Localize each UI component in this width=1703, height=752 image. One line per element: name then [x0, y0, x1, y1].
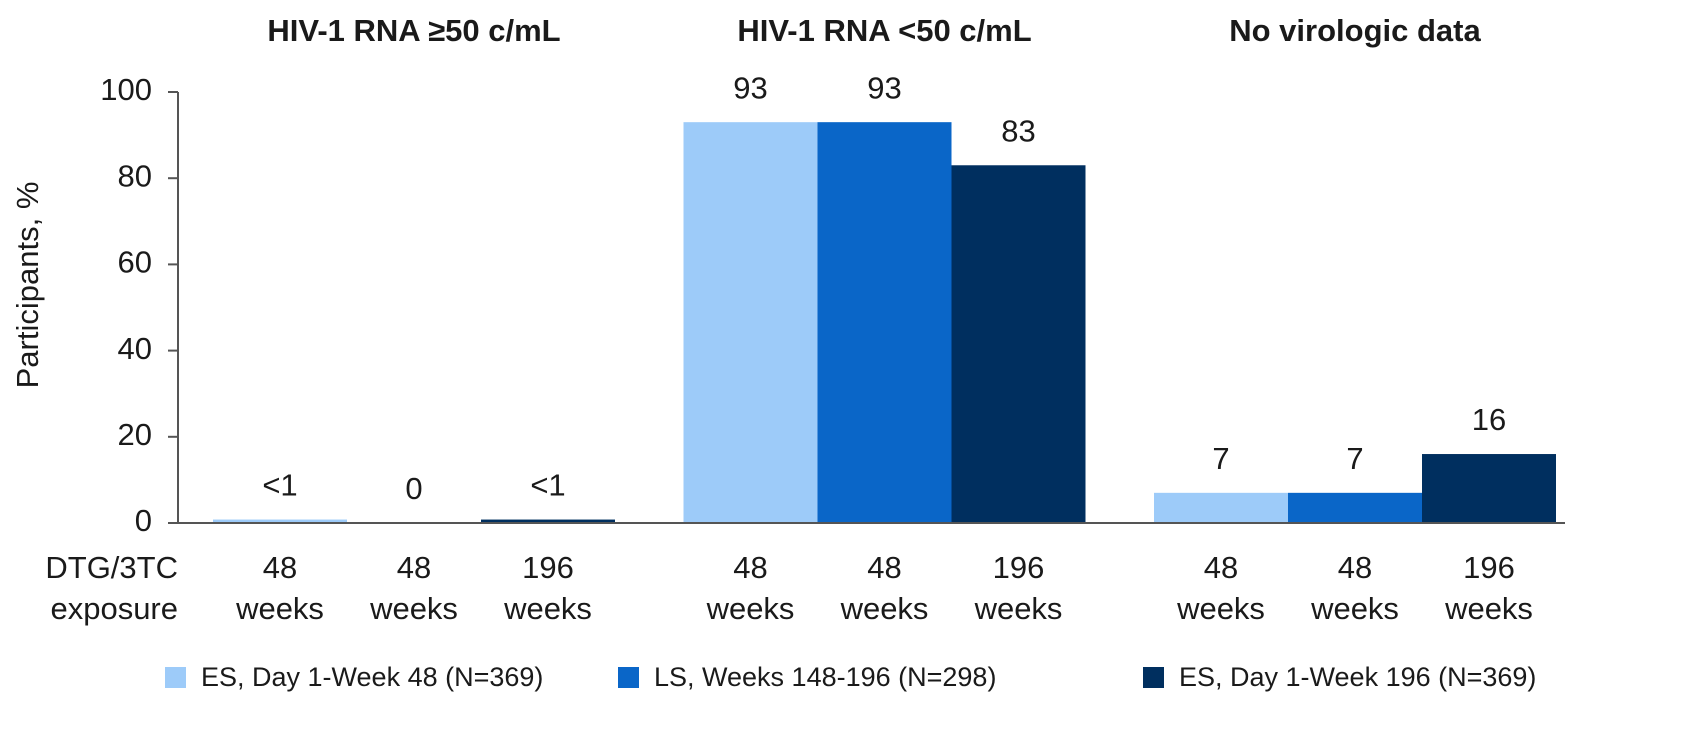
y-axis-label: Participants, % — [10, 182, 45, 389]
x-tick-label: weeks — [235, 591, 324, 626]
x-tick-label: weeks — [503, 591, 592, 626]
legend-label: ES, Day 1-Week 196 (N=369) — [1179, 662, 1536, 692]
y-tick-label: 0 — [135, 503, 152, 538]
y-tick-label: 100 — [100, 72, 152, 107]
value-label: 7 — [1346, 441, 1363, 476]
x-tick-label: weeks — [974, 591, 1063, 626]
value-label: <1 — [530, 468, 565, 503]
y-tick-label: 60 — [118, 245, 152, 280]
bar — [213, 519, 347, 523]
exposure-label: DTG/3TC — [45, 550, 178, 585]
group-title: HIV-1 RNA <50 c/mL — [737, 13, 1031, 48]
legend-swatch — [165, 667, 186, 688]
x-tick-label: weeks — [706, 591, 795, 626]
bar — [1422, 454, 1556, 523]
x-tick-label: 196 — [522, 550, 574, 585]
value-label: 83 — [1001, 113, 1035, 148]
value-label: 16 — [1472, 402, 1506, 437]
x-tick-label: 48 — [263, 550, 297, 585]
value-label: 93 — [867, 70, 901, 105]
y-tick-label: 80 — [118, 158, 152, 193]
legend-label: ES, Day 1-Week 48 (N=369) — [201, 662, 543, 692]
x-tick-label: weeks — [369, 591, 458, 626]
exposure-label: exposure — [50, 591, 178, 626]
bar — [1288, 492, 1422, 523]
value-label: 7 — [1212, 441, 1229, 476]
x-tick-label: 196 — [1463, 550, 1515, 585]
x-tick-label: 48 — [867, 550, 901, 585]
x-tick-label: weeks — [1310, 591, 1399, 626]
x-tick-label: 48 — [1204, 550, 1238, 585]
value-label: 93 — [733, 70, 767, 105]
group-title: HIV-1 RNA ≥50 c/mL — [267, 13, 560, 48]
x-tick-label: weeks — [1176, 591, 1265, 626]
bar — [951, 165, 1086, 523]
bar — [481, 519, 615, 523]
x-tick-label: 48 — [1338, 550, 1372, 585]
legend-label: LS, Weeks 148-196 (N=298) — [654, 662, 996, 692]
x-tick-label: 48 — [397, 550, 431, 585]
group-title: No virologic data — [1229, 13, 1481, 48]
y-tick-label: 40 — [118, 331, 152, 366]
bar — [683, 122, 818, 524]
bar — [1154, 492, 1288, 523]
x-tick-label: 196 — [993, 550, 1045, 585]
x-tick-label: weeks — [1444, 591, 1533, 626]
x-tick-label: 48 — [733, 550, 767, 585]
y-tick-label: 20 — [118, 417, 152, 452]
legend-swatch — [1143, 667, 1164, 688]
value-label: <1 — [262, 468, 297, 503]
legend-swatch — [618, 667, 639, 688]
bar — [817, 122, 952, 524]
value-label: 0 — [405, 471, 422, 506]
x-tick-label: weeks — [840, 591, 929, 626]
